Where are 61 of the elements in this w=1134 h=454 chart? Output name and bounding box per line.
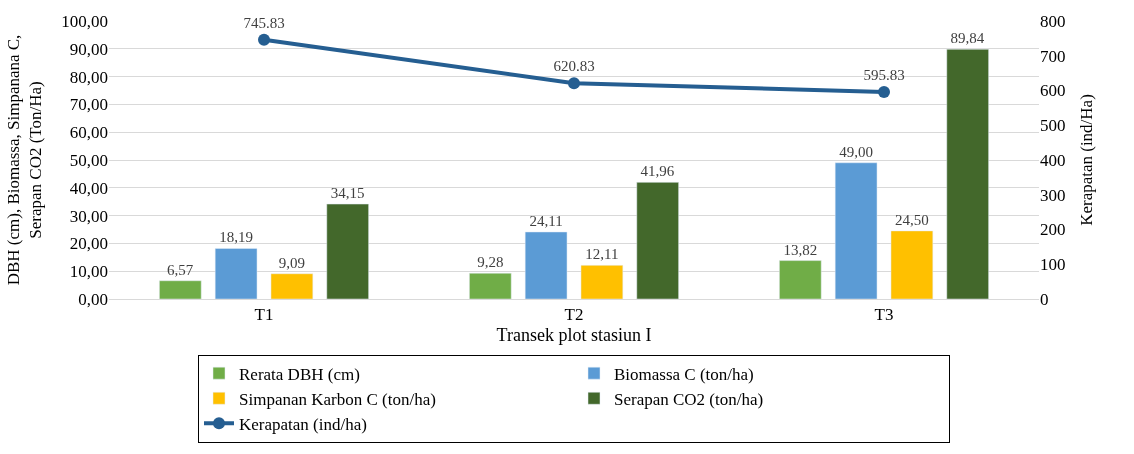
bar — [469, 272, 512, 299]
bar — [779, 260, 822, 299]
bar — [636, 182, 679, 299]
y-tick-label: 60,00 — [69, 123, 108, 143]
y-tick-label: 20,00 — [69, 234, 108, 254]
y-tick-label: 50,00 — [69, 150, 108, 170]
data-label: 24,50 — [895, 211, 929, 228]
legend-label: Biomassa C (ton/ha) — [614, 364, 754, 384]
data-label: 9,09 — [278, 254, 306, 271]
bar — [834, 162, 878, 299]
bar — [580, 265, 624, 299]
data-label: 24,11 — [529, 212, 563, 229]
bar — [214, 248, 258, 299]
bar — [326, 203, 369, 299]
data-label: 620.83 — [553, 58, 595, 75]
y-tick-label: 80,00 — [69, 67, 108, 87]
data-label: 9,28 — [477, 254, 504, 271]
data-label: 89,84 — [950, 30, 985, 47]
y2-tick-label: 300 — [1040, 185, 1066, 205]
data-label: 13,82 — [783, 241, 818, 258]
y-tick-label: 70,00 — [69, 95, 108, 115]
data-label: 49,00 — [839, 143, 873, 160]
point — [258, 33, 270, 46]
y-tick-label: 100,00 — [61, 11, 108, 31]
y2-tick-label: 800 — [1040, 11, 1066, 31]
point — [568, 77, 580, 90]
y-axis-title: DBH (cm), Biomassa, Simpanana C, Serapan CO2 (Ton/Ha) — [3, 34, 45, 286]
x-tick-label: T1 — [254, 305, 274, 325]
x-axis-title: Transek plot stasiun I — [496, 324, 652, 345]
data-label: 18,19 — [219, 229, 253, 246]
y-tick-label: 10,00 — [69, 262, 108, 282]
y2-tick-label: 400 — [1040, 150, 1066, 170]
bar — [524, 231, 568, 299]
y-tick-label: 40,00 — [69, 178, 108, 198]
y2-tick-label: 0 — [1040, 289, 1049, 309]
y2-tick-label: 100 — [1040, 255, 1066, 275]
bar — [270, 273, 314, 299]
y2-tick-label: 200 — [1040, 220, 1066, 240]
data-label: 41,96 — [640, 163, 675, 180]
point — [878, 85, 890, 98]
legend-label: Rerata DBH (cm) — [239, 364, 360, 384]
legend-label: Kerapatan (ind/ha) — [239, 414, 367, 434]
bar — [946, 48, 989, 299]
y-tick-label: 30,00 — [69, 206, 108, 226]
data-label: 34,15 — [330, 185, 365, 202]
y2-tick-label: 700 — [1040, 46, 1066, 66]
bar — [890, 230, 934, 299]
y-tick-label: 90,00 — [69, 39, 108, 59]
data-label: 12,11 — [585, 246, 619, 263]
y2-tick-label: 500 — [1040, 116, 1066, 136]
x-tick-label: T3 — [874, 305, 894, 325]
data-label: 745.83 — [243, 14, 285, 31]
data-label: 595.83 — [863, 66, 905, 83]
x-tick-label: T2 — [564, 305, 584, 325]
data-label: 6,57 — [166, 261, 194, 278]
y-tick-label: 0,00 — [78, 289, 108, 309]
y2-axis-title: Kerapatan (ind/Ha) — [1076, 94, 1096, 226]
y2-tick-label: 600 — [1040, 81, 1066, 101]
legend-label: Serapan CO2 (ton/ha) — [614, 389, 764, 409]
legend-label: Simpanan Karbon C (ton/ha) — [239, 389, 436, 409]
bar — [159, 280, 202, 299]
